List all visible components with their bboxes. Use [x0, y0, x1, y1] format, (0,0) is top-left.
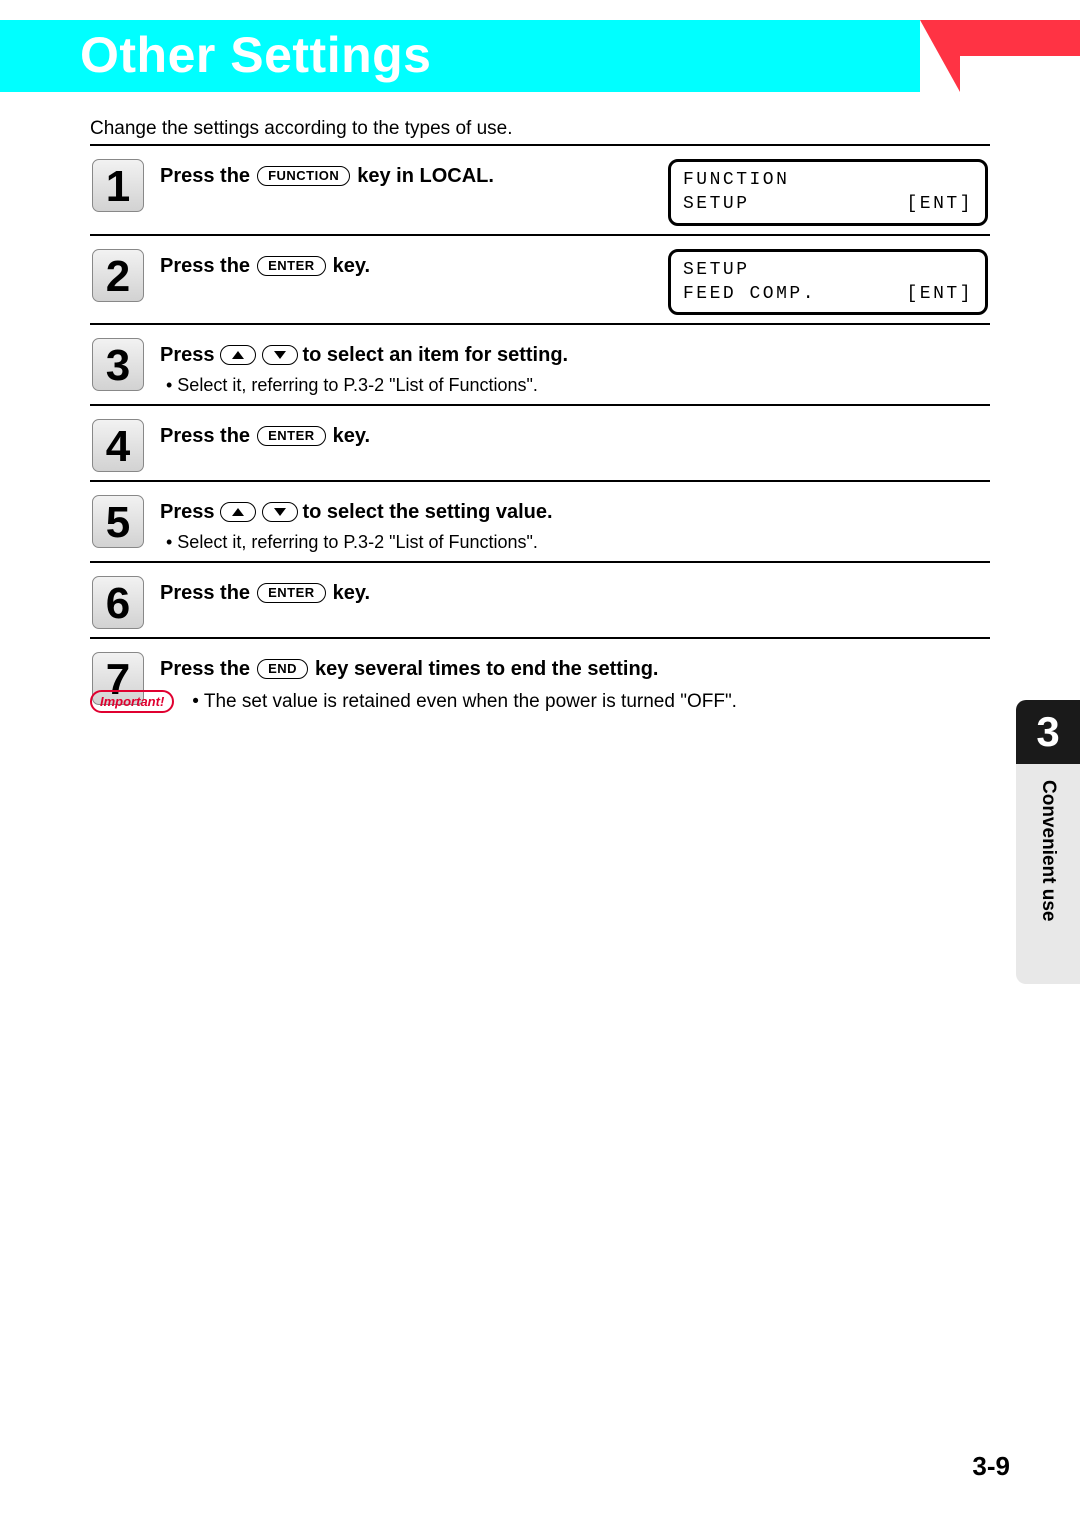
step-body: Press to select an item for setting. • Se…: [160, 338, 990, 396]
step-6: 6 Press the ENTER key.: [90, 561, 990, 637]
step-body: Press the ENTER key.: [160, 576, 990, 607]
step-instruction: Press the ENTER key.: [160, 252, 652, 280]
step-instruction: Press to select an item for setting.: [160, 341, 990, 369]
instruction-text: Press the: [160, 579, 250, 607]
chapter-number: 3: [1016, 700, 1080, 764]
arrow-up-icon: [220, 345, 256, 365]
page-header: Other Settings: [0, 20, 1080, 92]
step-body: Press the ENTER key.: [160, 249, 652, 280]
instruction-text: Press the: [160, 252, 250, 280]
lcd-text: SETUP: [683, 258, 750, 282]
step-body: Press to select the setting value. • Sele…: [160, 495, 990, 553]
arrow-up-icon: [220, 502, 256, 522]
header-accent-fill: [960, 20, 1080, 56]
step-subtext: • Select it, referring to P.3-2 "List of…: [166, 375, 990, 396]
instruction-text: to select an item for setting.: [303, 341, 569, 369]
lcd-line-1: SETUP: [683, 258, 973, 282]
step-instruction: Press to select the setting value.: [160, 498, 990, 526]
important-label: Important!: [90, 690, 174, 713]
step-number: 3: [92, 338, 144, 391]
instruction-text: key.: [333, 422, 370, 450]
step-5: 5 Press to select the setting value. • Sel…: [90, 480, 990, 561]
step-instruction: Press the FUNCTION key in LOCAL.: [160, 162, 652, 190]
lcd-text: SETUP: [683, 192, 750, 216]
instruction-text: key in LOCAL.: [357, 162, 494, 190]
lcd-line-1: FUNCTION: [683, 168, 973, 192]
lcd-text: [ENT]: [906, 282, 973, 306]
enter-key-icon: ENTER: [257, 256, 326, 276]
header-accent-wedge: [920, 20, 960, 92]
step-1: 1Press the FUNCTION key in LOCAL.FUNCTIO…: [90, 144, 990, 234]
step-number: 5: [92, 495, 144, 548]
step-2: 2 Press the ENTER key. SETUPFEED COMP. [ENT…: [90, 234, 990, 324]
instruction-text: to select the setting value.: [303, 498, 553, 526]
lcd-line-2: FEED COMP. [ENT]: [683, 282, 973, 306]
enter-key-icon: ENTER: [257, 583, 326, 603]
page-number: 3-9: [972, 1451, 1010, 1482]
instruction-text: key several times to end the setting.: [315, 655, 658, 683]
instruction-text: key.: [333, 579, 370, 607]
steps-list: 1Press the FUNCTION key in LOCAL.FUNCTIO…: [90, 144, 990, 713]
instruction-text: Press: [160, 498, 215, 526]
arrow-down-icon: [262, 502, 298, 522]
step-number: 6: [92, 576, 144, 629]
instruction-text: Press the: [160, 422, 250, 450]
step-body: Press the ENTER key.: [160, 419, 990, 450]
enter-key-icon: ENTER: [257, 426, 326, 446]
instruction-text: Press the: [160, 162, 250, 190]
chapter-label: Convenient use: [1016, 764, 1080, 984]
instruction-text: Press: [160, 341, 215, 369]
step-instruction: Press the ENTER key.: [160, 422, 990, 450]
page-title: Other Settings: [80, 26, 431, 84]
important-note: Important! • The set value is retained e…: [90, 690, 737, 713]
lcd-display: FUNCTIONSETUP [ENT]: [668, 159, 988, 226]
lcd-line-2: SETUP [ENT]: [683, 192, 973, 216]
step-subtext: • Select it, referring to P.3-2 "List of…: [166, 532, 990, 553]
step-number: 4: [92, 419, 144, 472]
step-3: 3 Press to select an item for setting. • S…: [90, 323, 990, 404]
intro-text: Change the settings according to the typ…: [90, 118, 513, 140]
instruction-text: key.: [333, 252, 370, 280]
step-4: 4 Press the ENTER key.: [90, 404, 990, 480]
step-instruction: Press the END key several times to end t…: [160, 655, 990, 683]
important-text: • The set value is retained even when th…: [192, 690, 737, 713]
step-number: 1: [92, 159, 144, 212]
instruction-text: Press the: [160, 655, 250, 683]
lcd-display: SETUPFEED COMP. [ENT]: [668, 249, 988, 316]
lcd-text: FUNCTION: [683, 168, 789, 192]
lcd-text: FEED COMP.: [683, 282, 816, 306]
end-key-icon: END: [257, 659, 308, 679]
function-key-icon: FUNCTION: [257, 166, 350, 186]
lcd-text: [ENT]: [906, 192, 973, 216]
arrow-down-icon: [262, 345, 298, 365]
chapter-tab: 3 Convenient use: [1016, 700, 1080, 1180]
step-number: 2: [92, 249, 144, 302]
step-instruction: Press the ENTER key.: [160, 579, 990, 607]
step-body: Press the END key several times to end t…: [160, 652, 990, 683]
step-body: Press the FUNCTION key in LOCAL.: [160, 159, 652, 190]
